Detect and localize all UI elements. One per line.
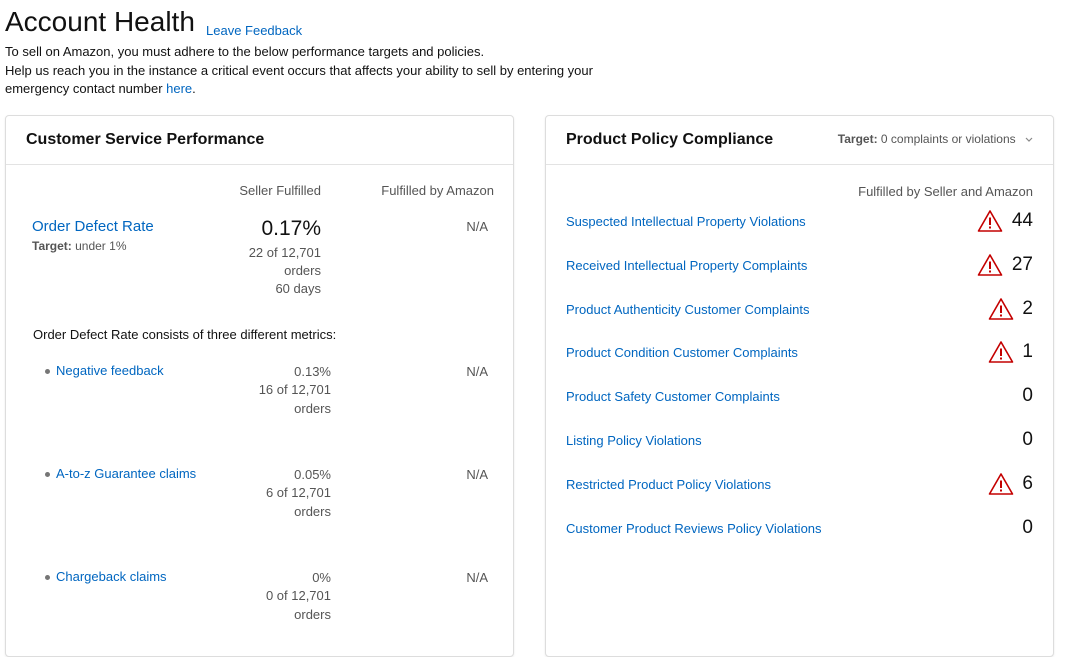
warning-triangle-icon	[988, 472, 1014, 496]
chargeback-claims-link[interactable]: Chargeback claims	[56, 569, 167, 584]
product-policy-title: Product Policy Compliance	[566, 131, 774, 148]
policy-link-listing-policy-violations[interactable]: Listing Policy Violations	[566, 433, 702, 448]
intro-line-1: To sell on Amazon, you must adhere to th…	[5, 44, 485, 59]
leave-feedback-link[interactable]: Leave Feedback	[206, 23, 303, 38]
negative-feedback-unit: orders	[294, 401, 331, 416]
product-policy-panel: Product Policy Compliance Target: 0 comp…	[545, 115, 1054, 657]
chargeback-claims-count: 0 of 12,701	[265, 588, 331, 603]
warning-triangle-icon	[988, 297, 1014, 321]
a-to-z-claims-value: 0.05%	[294, 467, 331, 482]
intro-line-2: Help us reach you in the instance a crit…	[5, 62, 605, 99]
emergency-contact-link[interactable]: here	[166, 81, 193, 96]
policy-count-product-condition-customer-complaints: 1	[1022, 341, 1033, 362]
intro-text: To sell on Amazon, you must adhere to th…	[5, 43, 605, 99]
customer-service-panel: Customer Service Performance Seller Fulf…	[5, 115, 514, 657]
policy-link-received-intellectual-property-complaints[interactable]: Received Intellectual Property Complaint…	[566, 258, 808, 273]
policy-link-product-authenticity-customer-complaints[interactable]: Product Authenticity Customer Complaints	[566, 302, 810, 317]
policy-target-label: Target:	[837, 132, 878, 146]
policy-count-restricted-product-policy-violations: 6	[1022, 473, 1033, 494]
bullet-icon	[45, 472, 50, 477]
a-to-z-claims-unit: orders	[294, 504, 331, 519]
odr-value: 0.17%	[261, 217, 321, 240]
odr-detail-3: 60 days	[275, 281, 321, 296]
warning-triangle-icon	[977, 253, 1003, 277]
chevron-down-icon	[1025, 131, 1033, 145]
warning-triangle-icon	[977, 209, 1003, 233]
policy-link-restricted-product-policy-violations[interactable]: Restricted Product Policy Violations	[566, 477, 771, 492]
policy-target-dropdown[interactable]: Target: 0 complaints or violations	[838, 131, 1033, 146]
negative-feedback-fba: N/A	[466, 364, 488, 379]
odr-detail-1: 22 of 12,701	[248, 245, 321, 260]
order-defect-rate-link[interactable]: Order Defect Rate	[32, 218, 154, 235]
odr-consists-text: Order Defect Rate consists of three diff…	[33, 327, 337, 342]
odr-target-value: under 1%	[71, 239, 127, 253]
chargeback-claims-fba: N/A	[466, 570, 488, 585]
odr-target-label: Target:	[32, 239, 72, 253]
a-to-z-claims-link[interactable]: A-to-z Guarantee claims	[56, 466, 197, 481]
odr-target: Target: under 1%	[32, 239, 126, 253]
chargeback-claims-value: 0%	[312, 570, 331, 585]
odr-detail-2: orders	[284, 263, 321, 278]
warning-triangle-icon	[988, 340, 1014, 364]
policy-link-customer-product-reviews-policy-violations[interactable]: Customer Product Reviews Policy Violatio…	[566, 521, 822, 536]
customer-service-panel-header: Customer Service Performance	[6, 116, 513, 165]
policy-count-listing-policy-violations: 0	[1022, 429, 1033, 450]
negative-feedback-count: 16 of 12,701	[258, 382, 331, 397]
customer-service-title: Customer Service Performance	[26, 131, 265, 148]
policy-link-product-condition-customer-complaints[interactable]: Product Condition Customer Complaints	[566, 345, 798, 360]
policy-count-received-intellectual-property-complaints: 27	[1011, 254, 1033, 275]
odr-fba-value: N/A	[466, 219, 488, 234]
col-fulfilled-by-amazon: Fulfilled by Amazon	[381, 183, 494, 198]
a-to-z-claims-fba: N/A	[466, 467, 488, 482]
policy-count-product-authenticity-customer-complaints: 2	[1022, 298, 1033, 319]
policy-count-suspected-intellectual-property-violations: 44	[1011, 210, 1033, 231]
product-policy-panel-header: Product Policy Compliance Target: 0 comp…	[546, 116, 1053, 165]
negative-feedback-value: 0.13%	[294, 364, 331, 379]
intro-end: .	[192, 81, 196, 96]
col-fulfilled-seller-amazon: Fulfilled by Seller and Amazon	[858, 184, 1033, 199]
bullet-icon	[45, 575, 50, 580]
chargeback-claims-unit: orders	[294, 607, 331, 622]
negative-feedback-link[interactable]: Negative feedback	[56, 363, 164, 378]
policy-link-suspected-intellectual-property-violations[interactable]: Suspected Intellectual Property Violatio…	[566, 214, 806, 229]
page-title: Account Health	[5, 6, 195, 37]
policy-count-customer-product-reviews-policy-violations: 0	[1022, 517, 1033, 538]
policy-count-product-safety-customer-complaints: 0	[1022, 385, 1033, 406]
intro-line-2-text: Help us reach you in the instance a crit…	[5, 62, 593, 97]
policy-target-value: 0 complaints or violations	[877, 132, 1016, 146]
col-seller-fulfilled: Seller Fulfilled	[239, 183, 321, 198]
policy-link-product-safety-customer-complaints[interactable]: Product Safety Customer Complaints	[566, 389, 780, 404]
bullet-icon	[45, 369, 50, 374]
a-to-z-claims-count: 6 of 12,701	[265, 485, 331, 500]
